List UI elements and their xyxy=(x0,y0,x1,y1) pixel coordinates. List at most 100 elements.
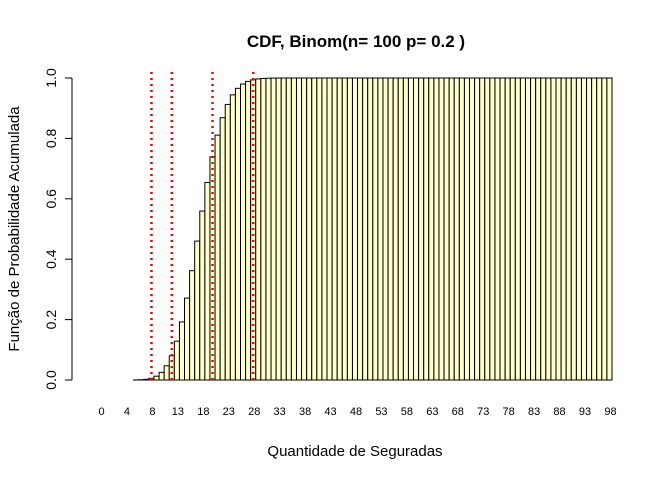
bar-16 xyxy=(178,321,186,381)
chart-title: CDF, Binom(n= 100 p= 0.2 ) xyxy=(247,32,465,51)
bar-75 xyxy=(479,77,486,381)
x-tick-label: 43 xyxy=(324,406,336,418)
bar-97 xyxy=(591,77,598,381)
x-tick-label: 83 xyxy=(528,406,540,418)
bar-85 xyxy=(530,77,537,381)
bar-17 xyxy=(184,297,191,381)
bar-88 xyxy=(545,77,552,381)
bar-99 xyxy=(601,77,608,381)
bar-11 xyxy=(153,375,160,381)
bar-52 xyxy=(362,77,369,381)
x-tick-label: 0 xyxy=(98,406,104,418)
bar-50 xyxy=(351,77,359,381)
bar-45 xyxy=(326,77,333,381)
bar-51 xyxy=(357,77,364,381)
y-tick-label: 0.4 xyxy=(43,249,59,269)
bar-78 xyxy=(494,77,501,381)
bar-49 xyxy=(346,77,353,381)
y-tick-label: 1.0 xyxy=(43,68,59,88)
bar-20 xyxy=(199,210,206,381)
bar-41 xyxy=(306,77,313,381)
bar-60 xyxy=(402,77,409,381)
bar-81 xyxy=(509,77,516,381)
bar-56 xyxy=(382,77,389,381)
bar-79 xyxy=(499,77,506,381)
bar-34 xyxy=(270,77,277,381)
x-tick-label: 38 xyxy=(299,406,311,418)
x-tick-label: 58 xyxy=(401,406,413,418)
x-tick-label: 13 xyxy=(172,406,184,418)
bar-24 xyxy=(219,117,226,381)
x-tick-label: 48 xyxy=(350,406,362,418)
x-tick-labels: 0 4 8 13 18 23 28 33 38 43 48 53 58 63 68 73 78 83 88 93 98 xyxy=(98,406,616,418)
x-tick-label: 8 xyxy=(149,406,155,418)
bar-90 xyxy=(555,77,562,381)
bar-61 xyxy=(407,77,415,381)
x-tick-label: 98 xyxy=(604,406,616,418)
bar-57 xyxy=(387,77,394,381)
bar-68 xyxy=(443,77,450,381)
bar-23 xyxy=(214,134,221,381)
x-tick-label: 18 xyxy=(197,406,209,418)
bar-93 xyxy=(570,77,577,381)
bar-42 xyxy=(311,77,318,381)
x-tick-label: 23 xyxy=(223,406,235,418)
bar-74 xyxy=(474,77,481,381)
bar-53 xyxy=(367,77,374,381)
bar-40 xyxy=(301,77,308,381)
bar-58 xyxy=(392,77,399,381)
bar-25 xyxy=(224,103,231,381)
bar-28 xyxy=(240,83,247,381)
bar-83 xyxy=(519,77,526,381)
bar-15 xyxy=(173,340,180,381)
bar-67 xyxy=(438,77,445,381)
bar-22 xyxy=(209,156,216,381)
bar-21 xyxy=(204,181,211,381)
bar-82 xyxy=(514,77,521,381)
bar-94 xyxy=(575,77,582,381)
bar-32 xyxy=(260,77,267,381)
bar-100 xyxy=(606,77,613,381)
x-axis-label: Quantidade de Seguradas xyxy=(267,443,442,460)
bar-89 xyxy=(550,77,557,381)
x-tick-label: 73 xyxy=(477,406,489,418)
bar-54 xyxy=(372,77,379,381)
bar-47 xyxy=(336,77,343,381)
bar-37 xyxy=(285,77,292,381)
x-tick-label: 53 xyxy=(375,406,387,418)
bar-73 xyxy=(469,77,476,381)
bar-46 xyxy=(331,77,338,381)
bar-19 xyxy=(194,240,201,381)
x-tick-label: 88 xyxy=(553,406,565,418)
bars-group xyxy=(133,77,613,381)
bar-96 xyxy=(586,77,593,381)
bar-35 xyxy=(275,77,282,381)
bar-59 xyxy=(397,77,404,381)
bar-36 xyxy=(280,77,287,381)
bar-95 xyxy=(580,77,588,381)
bar-12 xyxy=(158,371,165,381)
x-tick-label: 28 xyxy=(248,406,260,418)
bar-62 xyxy=(413,77,420,381)
bar-84 xyxy=(524,77,532,381)
bar-27 xyxy=(234,87,242,381)
x-tick-label: 78 xyxy=(503,406,515,418)
bar-13 xyxy=(163,365,170,381)
x-tick-label: 4 xyxy=(124,406,130,418)
bar-9 xyxy=(143,378,150,381)
bar-98 xyxy=(596,77,603,381)
bar-44 xyxy=(321,77,328,381)
bar-64 xyxy=(423,77,430,381)
bar-86 xyxy=(535,77,542,381)
bar-43 xyxy=(316,77,323,381)
bar-69 xyxy=(448,77,455,381)
y-tick-label: 0.6 xyxy=(43,189,59,209)
bar-65 xyxy=(428,77,435,381)
bar-92 xyxy=(565,77,572,381)
x-tick-label: 33 xyxy=(274,406,286,418)
bar-71 xyxy=(458,77,465,381)
bar-48 xyxy=(341,77,348,381)
bar-38 xyxy=(290,77,297,381)
bar-76 xyxy=(484,77,491,381)
